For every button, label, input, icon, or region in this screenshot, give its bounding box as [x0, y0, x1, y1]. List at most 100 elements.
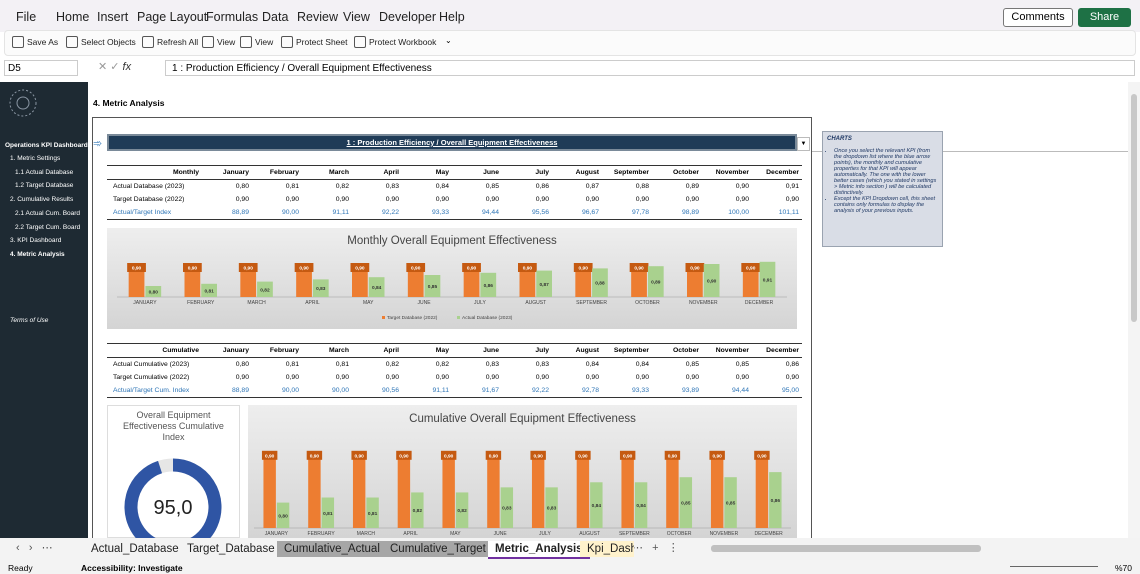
- x-tick-label: FEBRUARY: [308, 531, 336, 537]
- table-cell: 0,91: [785, 183, 799, 190]
- menu-item[interactable]: Page Layout: [137, 10, 208, 24]
- sidebar-item[interactable]: 1.2 Target Database: [15, 182, 74, 190]
- table-cell: 0,88: [635, 183, 649, 190]
- bar: [710, 451, 724, 528]
- share-button[interactable]: Share: [1078, 8, 1131, 27]
- header-cell: Cumulative: [107, 343, 202, 358]
- menu-item[interactable]: View: [343, 10, 370, 24]
- table-cell: 96,67: [552, 206, 602, 220]
- toolbar-button[interactable]: Protect Workbook: [369, 37, 437, 47]
- toolbar-button[interactable]: Select Objects: [81, 37, 136, 47]
- header-cell: April: [352, 165, 402, 180]
- toolbar-button[interactable]: View: [255, 37, 274, 47]
- label-box: [685, 263, 705, 272]
- kpi-dropdown[interactable]: 1 : Production Efficiency / Overall Equi…: [107, 134, 797, 151]
- menu-item[interactable]: Developer: [379, 10, 436, 24]
- donut-title: Overall Equipment Effectiveness Cumulati…: [123, 410, 224, 442]
- toolbar-button[interactable]: Save As: [27, 37, 59, 47]
- label-box: [238, 263, 258, 272]
- toolbar-icon: [142, 36, 154, 48]
- table-cell: 0,90: [235, 196, 249, 203]
- table-cell: 92,78: [552, 384, 602, 398]
- sidebar-item[interactable]: 1.1 Actual Database: [15, 168, 74, 176]
- header-cell: May: [402, 165, 452, 180]
- sheet-tab[interactable]: Cumulative_Target: [383, 541, 493, 557]
- sidebar-terms[interactable]: Terms of Use: [10, 317, 49, 324]
- menu-item[interactable]: File: [16, 10, 37, 24]
- table-cell: 90,00: [252, 384, 302, 398]
- value-label: 0,90: [265, 453, 275, 459]
- table-cell: 0,86: [785, 361, 799, 368]
- value-label: 0,90: [579, 266, 589, 272]
- cumulative-chart: Cumulative Overall Equipment Effectivene…: [254, 413, 791, 537]
- x-tick-label: FEBRUARY: [187, 300, 215, 306]
- header-cell: May: [402, 343, 452, 358]
- table-row: Actual Cumulative (2023) 0,80 0,81 0,81 0,82…: [107, 358, 802, 372]
- menu-item[interactable]: Help: [439, 10, 465, 24]
- menu-item[interactable]: Home: [56, 10, 90, 24]
- dropdown-button[interactable]: ▼: [797, 137, 810, 151]
- status-accessibility[interactable]: Accessibility: Investigate: [81, 563, 183, 573]
- sidebar-item[interactable]: 2.2 Target Cum. Board: [15, 223, 81, 231]
- sheet-tab[interactable]: Target_Database: [187, 543, 275, 555]
- table-cell: 0,90: [785, 374, 799, 381]
- menu-item[interactable]: Insert: [97, 10, 129, 24]
- label-box: [629, 263, 649, 272]
- toolbar-button[interactable]: Refresh All: [157, 37, 199, 47]
- value-label: 0,81: [323, 511, 333, 517]
- table-cell: 94,44: [702, 384, 752, 398]
- label-box: [350, 263, 370, 272]
- sidebar-item[interactable]: 2.1 Actual Cum. Board: [15, 209, 81, 217]
- header-cell: February: [252, 165, 302, 180]
- value-label: 0,85: [681, 501, 691, 507]
- formula-bar[interactable]: 1 : Production Efficiency / Overall Equi…: [165, 60, 1135, 76]
- table-cell: 101,11: [752, 206, 802, 220]
- name-box[interactable]: D5: [4, 60, 78, 76]
- table-cell: 0,90: [385, 374, 399, 381]
- bar: [424, 275, 441, 297]
- table-cell: Actual/Target Index: [107, 206, 202, 220]
- sheet-tab[interactable]: Cumulative_Actual: [277, 541, 387, 557]
- bar: [703, 264, 720, 297]
- sidebar-item[interactable]: 2. Cumulative Results: [10, 196, 74, 204]
- bar: [666, 451, 679, 528]
- toolbar-button[interactable]: View: [217, 37, 236, 47]
- vertical-scrollbar[interactable]: [1128, 82, 1140, 538]
- value-label: 0,90: [489, 453, 499, 459]
- menu-item[interactable]: Review: [297, 10, 338, 24]
- sheet-tab[interactable]: Metric_Analysis: [488, 541, 590, 559]
- bar: [128, 264, 145, 297]
- menu-item[interactable]: Formulas: [206, 10, 259, 24]
- status-zoom[interactable]: %70: [1115, 563, 1133, 573]
- sheet-tab[interactable]: Actual_Database: [91, 543, 179, 555]
- comments-button[interactable]: Comments: [1003, 8, 1073, 27]
- value-label: 0,90: [444, 453, 454, 459]
- formula-icons: ✕ ✓ fx: [98, 61, 132, 73]
- toolbar-more[interactable]: ⌄: [445, 36, 452, 45]
- sidebar-item[interactable]: 3. KPI Dashboard: [10, 237, 62, 245]
- x-tick-label: APRIL: [403, 531, 418, 537]
- menu-item[interactable]: Data: [262, 10, 289, 24]
- sheet-tab[interactable]: Kpi_Dash: [580, 541, 634, 557]
- table-row: Target Cumulative (2022) 0,90 0,90 0,90 0,90…: [107, 371, 802, 384]
- label-box: [741, 263, 761, 272]
- header-cell: June: [452, 343, 502, 358]
- label-box: [351, 450, 367, 460]
- zoom-slider[interactable]: [1010, 566, 1098, 567]
- toolbar-button[interactable]: Protect Sheet: [296, 37, 348, 47]
- legend-swatch: [457, 316, 460, 319]
- horizontal-scrollbar[interactable]: [703, 544, 1123, 553]
- table-cell: 0,90: [335, 374, 349, 381]
- x-tick-label: NOVEMBER: [689, 300, 718, 306]
- tab-nav[interactable]: ‹ › ⋯: [16, 542, 53, 554]
- sidebar-item[interactable]: 4. Metric Analysis: [10, 250, 65, 258]
- bar: [411, 492, 424, 528]
- sidebar-item[interactable]: 1. Metric Settings: [10, 155, 61, 162]
- value-label: 0,81: [368, 511, 378, 517]
- table-body: Cumulative January February March April May Ju…: [107, 343, 802, 398]
- tab-actions[interactable]: ⋯ + ⋮: [632, 542, 679, 554]
- table-cell: 0,90: [385, 196, 399, 203]
- value-label: 0,90: [411, 266, 421, 272]
- toolbar-icon: [12, 36, 24, 48]
